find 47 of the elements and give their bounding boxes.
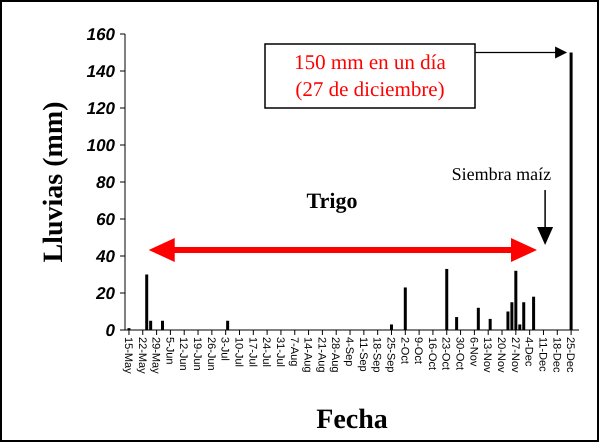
y-tick-label: 140: [86, 62, 116, 81]
x-tick-label: 20-Nov: [495, 337, 508, 373]
x-tick-label: 3-Jul: [218, 337, 231, 361]
y-tick-label: 160: [86, 25, 116, 44]
x-tick-label: 9-Oct: [412, 337, 424, 364]
x-tick-label: 23-Oct: [440, 337, 452, 370]
x-tick-label: 21-Aug: [315, 337, 328, 372]
x-tick-label: 19-Jun: [191, 337, 204, 371]
annotation: Siembra maíz: [452, 164, 552, 184]
x-tick-label: 31-Jul: [274, 337, 286, 367]
y-tick-label: 20: [95, 284, 116, 303]
x-tick-label: 25-Dec: [564, 337, 576, 373]
x-tick-label: 26-Jun: [204, 337, 217, 371]
annotation: Trigo: [306, 188, 358, 213]
x-axis-title: Fecha: [316, 404, 388, 435]
x-tick-label: 11-Dec: [536, 337, 548, 372]
x-tick-label: 15-May: [122, 337, 134, 374]
annotation: 150 mm en un día (27 de diciembre): [294, 50, 446, 101]
x-tick-label: 24-Jul: [260, 337, 272, 367]
y-axis-title: Lluvias (mm): [38, 102, 69, 262]
x-tick-label: 18-Sep: [370, 337, 383, 372]
y-tick-label: 100: [86, 136, 116, 155]
x-tick-label: 4-Sep: [343, 337, 356, 366]
x-tick-label: 11-Sep: [356, 337, 369, 372]
y-tick-label: 120: [86, 99, 116, 118]
y-tick-label: 60: [96, 210, 116, 229]
x-tick-label: 5-Jun: [163, 337, 176, 365]
x-tick-label: 10-Jul: [232, 337, 244, 367]
y-tick-label: 40: [95, 247, 116, 266]
x-tick-label: 17-Jul: [246, 337, 258, 367]
y-tick-label: 0: [106, 321, 116, 340]
x-tick-label: 2-Oct: [398, 337, 410, 364]
x-tick-label: 18-Dec: [550, 337, 562, 373]
x-tick-label: 30-Oct: [454, 337, 466, 370]
y-tick-label: 80: [96, 173, 116, 192]
x-tick-label: 14-Aug: [302, 337, 314, 372]
x-tick-label: 7-Aug: [288, 337, 300, 366]
x-tick-label: 29-May: [150, 337, 162, 374]
x-tick-label: 28-Aug: [329, 337, 342, 372]
x-tick-label: 27-Nov: [508, 337, 521, 373]
x-tick-label: 4-Dec: [522, 337, 535, 367]
x-tick-label: 22-May: [136, 337, 148, 374]
x-tick-label: 6-Nov: [467, 337, 480, 367]
x-tick-label: 12-Jun: [177, 337, 190, 371]
x-tick-label: 13-Nov: [481, 337, 494, 373]
x-tick-label: 25-Sep: [384, 337, 396, 372]
x-tick-label: 16-Oct: [426, 337, 438, 370]
